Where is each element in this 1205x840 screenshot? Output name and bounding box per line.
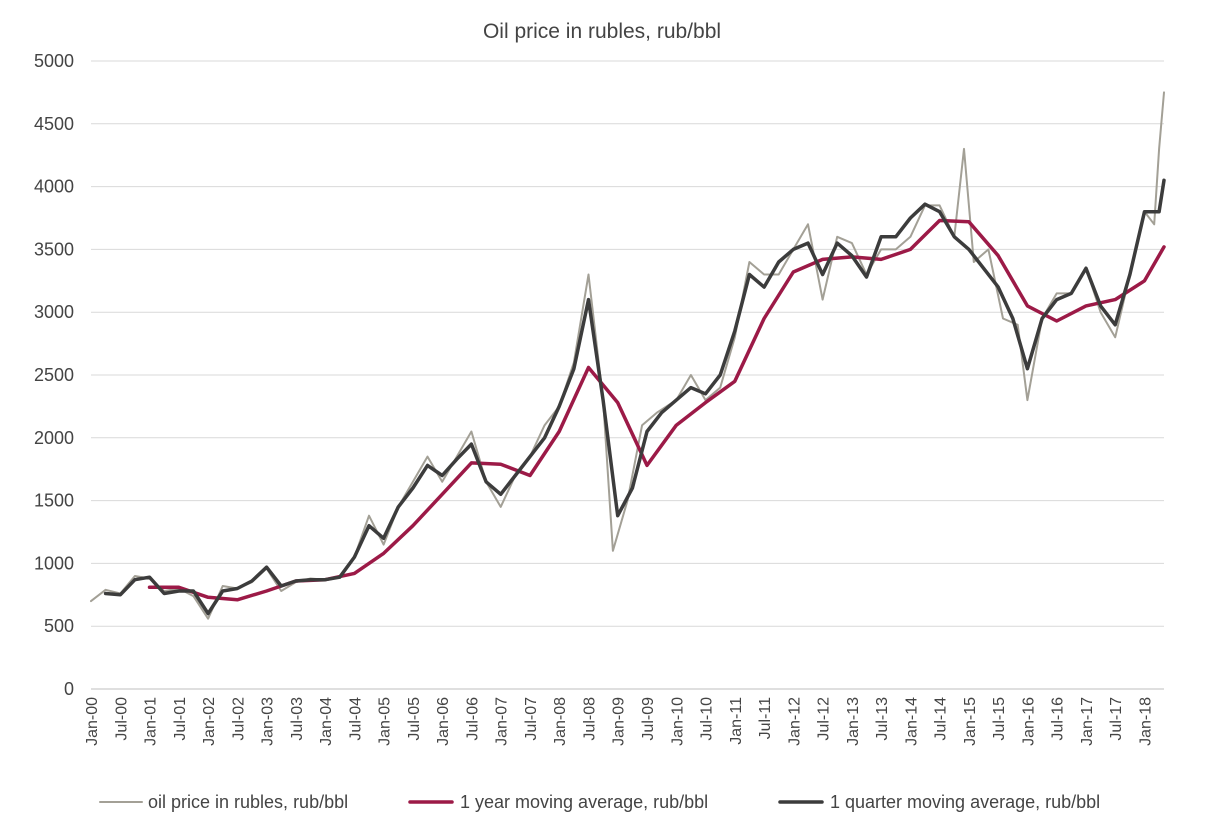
x-tick-label: Jul-07	[523, 697, 540, 741]
x-tick-label: Jan-16	[1020, 697, 1037, 746]
x-tick-label: Jul-12	[816, 697, 833, 741]
x-tick-label: Jul-06	[464, 697, 481, 741]
x-tick-label: Jan-12	[786, 697, 803, 746]
series-line-1-year-ma	[147, 218, 1166, 602]
y-tick-label: 5000	[34, 51, 74, 71]
y-tick-label: 3500	[34, 239, 74, 259]
y-tick-label: 1500	[34, 491, 74, 511]
x-tick-label: Jan-10	[669, 697, 686, 746]
x-tick-label: Jul-10	[699, 697, 716, 741]
x-tick-label: Jan-06	[435, 697, 452, 746]
x-tick-label: Jul-11	[757, 697, 774, 739]
x-axis-ticks: Jan-00 Jul-00 Jan-01 Jul-01 Jan-02 Jul-02 Jan-…	[84, 697, 1154, 746]
x-tick-label: Jul-03	[289, 697, 306, 741]
chart-title: Oil price in rubles, rub/bbl	[483, 20, 721, 43]
x-tick-label: Jan-05	[377, 697, 394, 746]
x-tick-label: Jan-02	[201, 697, 218, 746]
y-tick-label: 4000	[34, 177, 74, 197]
y-tick-label: 3000	[34, 302, 74, 322]
y-tick-label: 4500	[34, 114, 74, 134]
x-tick-label: Jul-02	[230, 697, 247, 741]
x-tick-label: Jan-09	[611, 697, 628, 746]
legend-item-1-quarter-ma: 1 quarter moving average, rub/bbl	[778, 792, 1100, 812]
x-tick-label: Jul-04	[347, 697, 364, 741]
y-axis-ticks: 0 500 1000 1500 2000 2500 3000 3500 4000 4500 5000	[34, 51, 74, 699]
legend-item-1-year-ma: 1 year moving average, rub/bbl	[408, 792, 708, 812]
y-tick-label: 0	[64, 679, 74, 699]
series-line-oil-price	[90, 91, 1165, 620]
x-tick-label: Jan-15	[962, 697, 979, 746]
x-tick-label: Jul-15	[991, 697, 1008, 741]
y-tick-label: 500	[44, 616, 74, 636]
legend-label: 1 quarter moving average, rub/bbl	[830, 792, 1100, 812]
x-tick-label: Jul-00	[113, 697, 130, 741]
x-tick-label: Jul-08	[581, 697, 598, 741]
x-tick-label: Jan-03	[260, 697, 277, 746]
x-tick-label: Jan-07	[494, 697, 511, 746]
x-tick-label: Jan-11	[728, 697, 745, 745]
x-tick-label: Jan-17	[1079, 697, 1096, 746]
x-tick-label: Jan-13	[845, 697, 862, 746]
x-tick-label: Jul-09	[640, 697, 657, 741]
x-tick-label: Jul-05	[406, 697, 423, 741]
legend-label: 1 year moving average, rub/bbl	[460, 792, 708, 812]
x-tick-label: Jul-16	[1050, 697, 1067, 741]
x-tick-label: Jul-17	[1108, 697, 1125, 741]
series-lines	[90, 91, 1166, 620]
legend: oil price in rubles, rub/bbl 1 year movin…	[99, 792, 1100, 812]
x-tick-label: Jan-01	[143, 697, 160, 746]
gridlines	[91, 60, 1164, 690]
y-tick-label: 1000	[34, 553, 74, 573]
x-tick-label: Jan-14	[903, 697, 920, 746]
y-tick-label: 2500	[34, 365, 74, 385]
x-tick-label: Jan-04	[318, 697, 335, 746]
series-line-1-quarter-ma	[103, 178, 1166, 616]
x-tick-label: Jan-18	[1137, 697, 1154, 746]
x-tick-label: Jul-01	[172, 697, 189, 741]
x-tick-label: Jul-13	[874, 697, 891, 741]
x-tick-label: Jan-08	[552, 697, 569, 746]
legend-item-oil-price: oil price in rubles, rub/bbl	[99, 792, 348, 812]
x-tick-label: Jul-14	[933, 697, 950, 741]
x-tick-label: Jan-00	[84, 697, 101, 746]
legend-label: oil price in rubles, rub/bbl	[148, 792, 348, 812]
y-tick-label: 2000	[34, 428, 74, 448]
